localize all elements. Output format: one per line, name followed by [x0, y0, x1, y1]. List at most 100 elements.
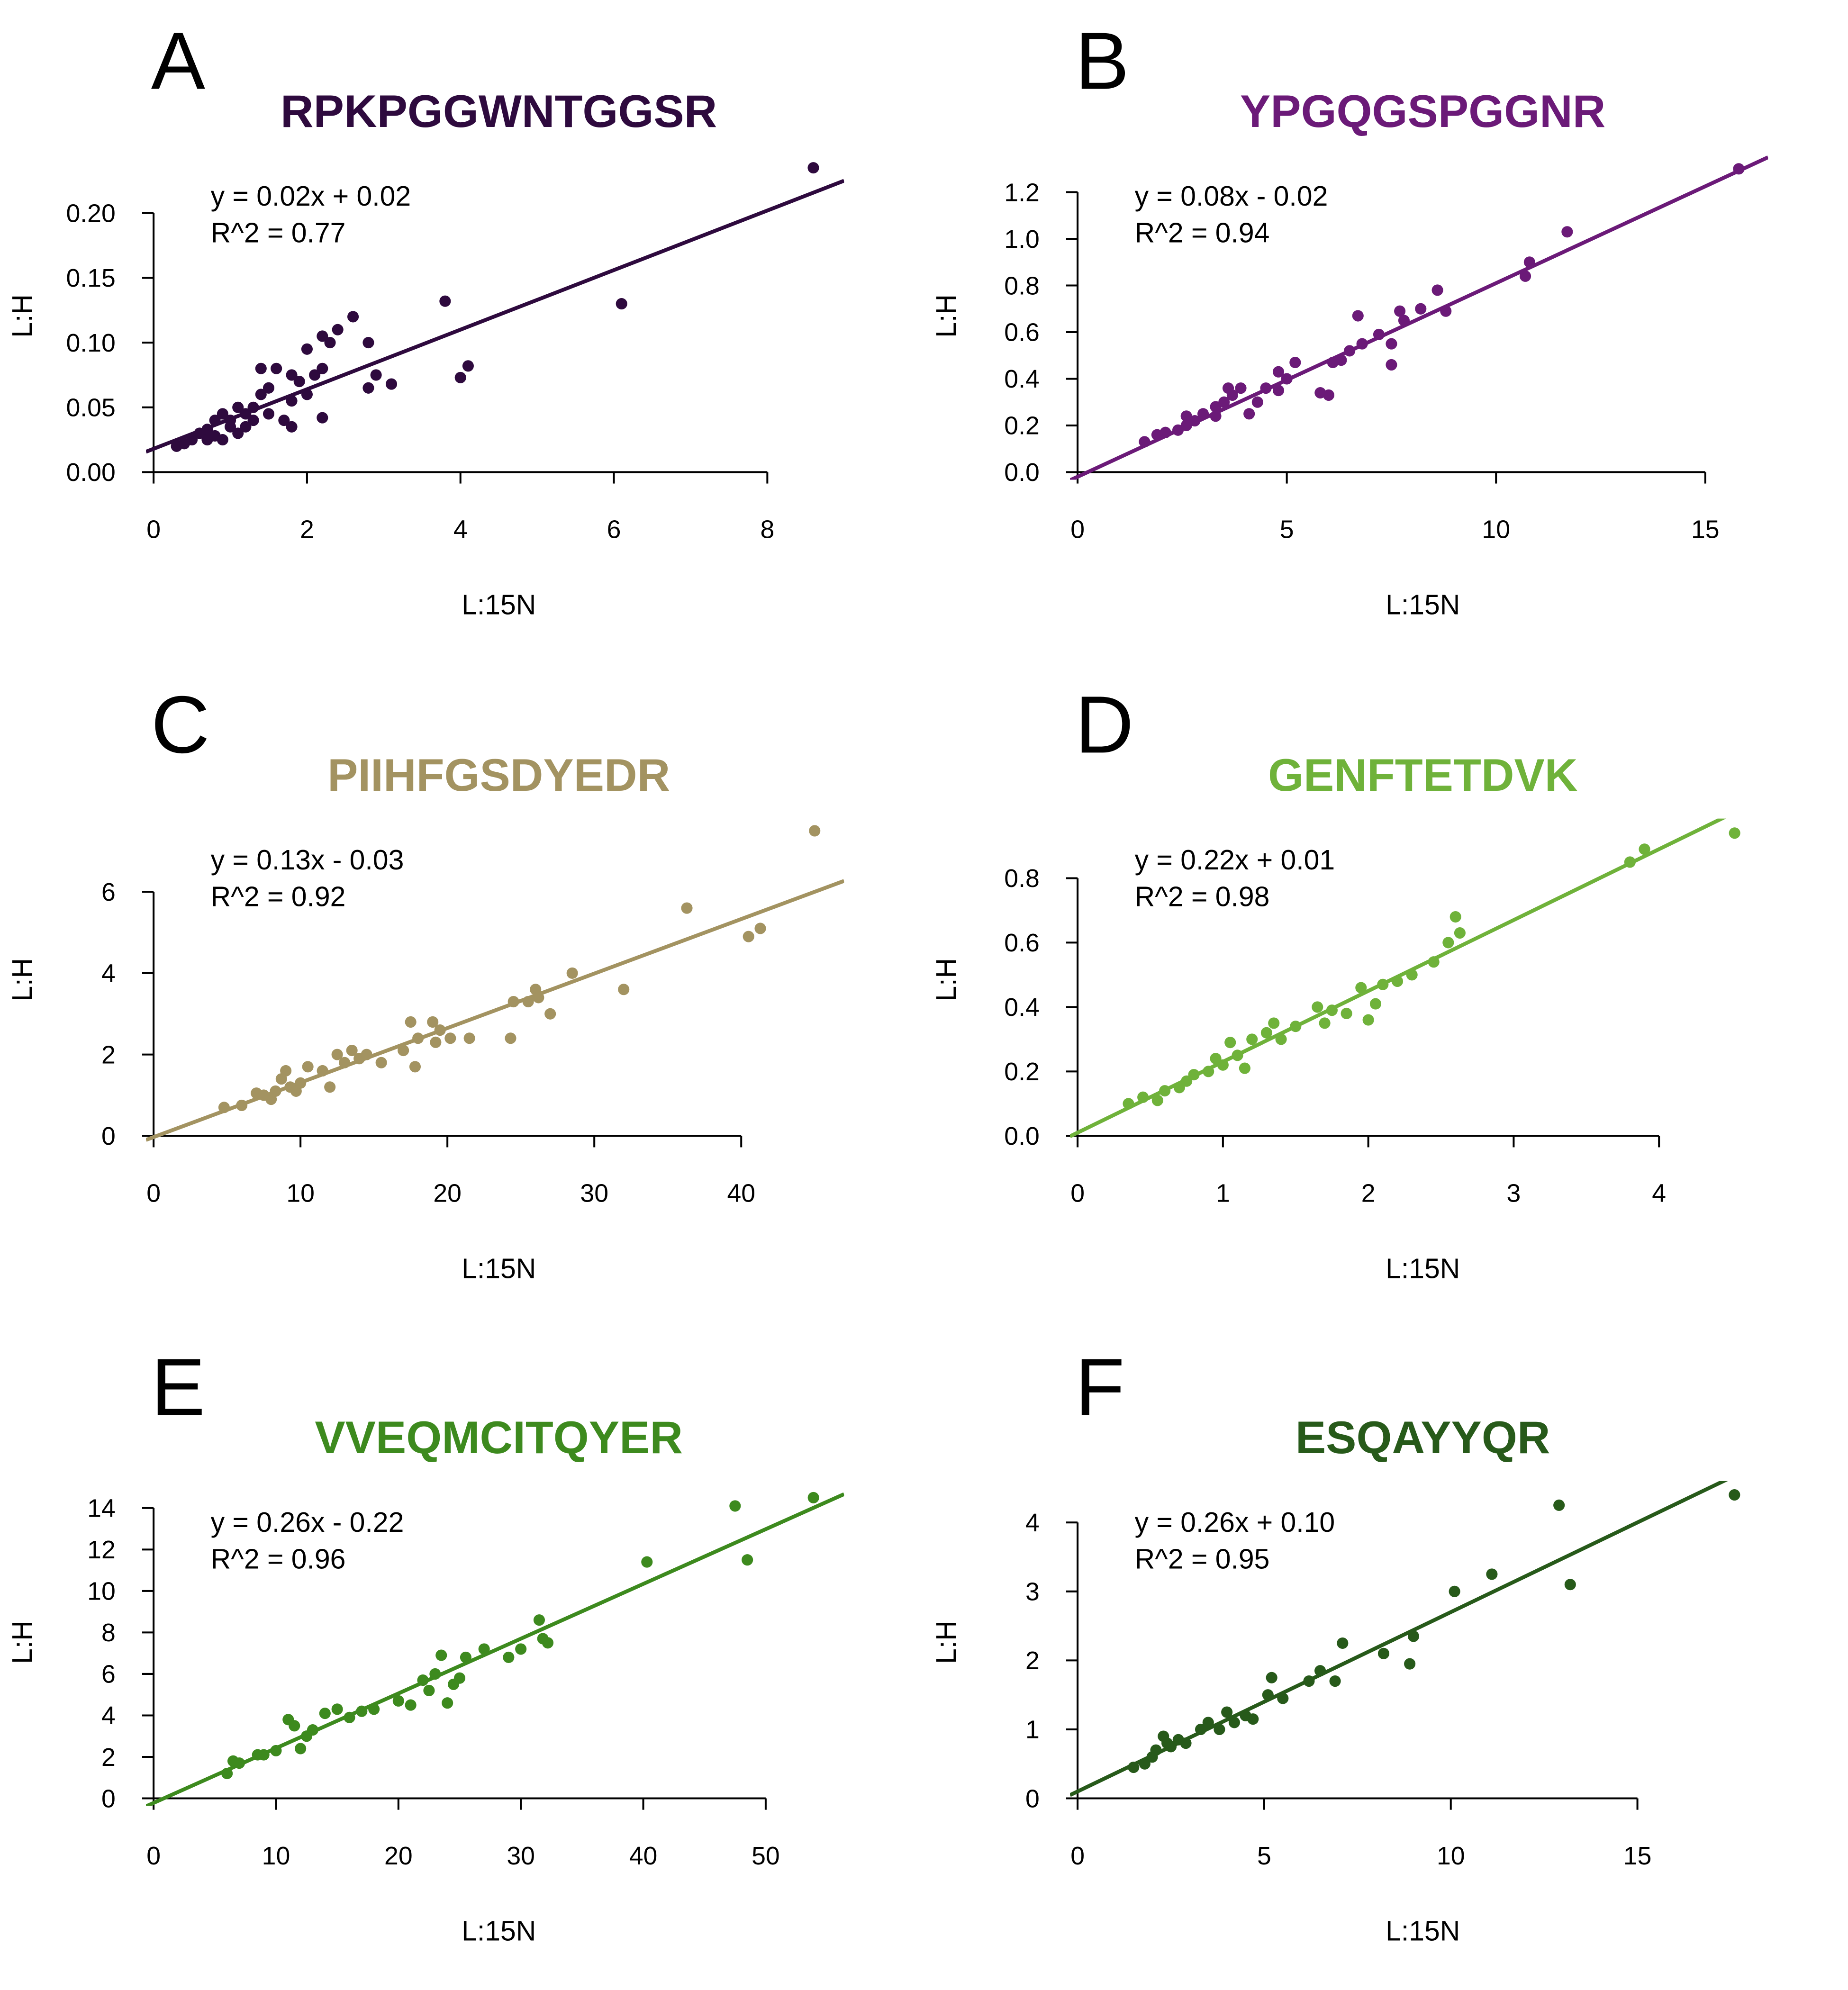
- x-tick-label: 20: [433, 1180, 462, 1208]
- equation: y = 0.26x - 0.22: [211, 1507, 404, 1538]
- data-point: [1369, 998, 1382, 1010]
- x-tick-label: 4: [1652, 1180, 1666, 1208]
- data-point: [286, 421, 298, 433]
- y-tick-label: 4: [101, 960, 116, 988]
- panel-title: ESQAYYQR: [1295, 1412, 1550, 1463]
- data-point: [1246, 1033, 1258, 1045]
- data-point: [460, 1651, 471, 1663]
- data-point: [442, 1697, 453, 1709]
- y-tick-label: 12: [87, 1536, 116, 1564]
- data-point: [1329, 1675, 1341, 1687]
- data-point: [503, 1651, 515, 1663]
- data-point: [533, 1614, 545, 1626]
- data-point: [1386, 338, 1397, 350]
- data-point: [1139, 1758, 1150, 1770]
- x-tick-label: 10: [1437, 1842, 1465, 1870]
- panel-letter: F: [1075, 1342, 1125, 1433]
- y-tick-label: 0.0: [1004, 1122, 1039, 1150]
- data-point: [233, 1757, 245, 1769]
- data-point: [1386, 359, 1397, 371]
- data-point: [1275, 1033, 1287, 1045]
- data-point: [217, 408, 228, 420]
- y-tick-label: 1.0: [1004, 226, 1039, 253]
- data-point: [247, 415, 259, 426]
- data-point: [515, 1643, 527, 1655]
- data-point: [412, 1032, 424, 1044]
- data-point: [368, 1703, 380, 1715]
- y-tick-label: 0.0: [1004, 459, 1039, 487]
- data-point: [1454, 927, 1466, 939]
- x-tick-label: 8: [760, 516, 774, 544]
- data-point: [462, 360, 474, 372]
- data-point: [1160, 426, 1171, 438]
- data-point: [807, 1492, 819, 1503]
- x-tick-label: 30: [507, 1842, 535, 1870]
- data-point: [370, 369, 382, 381]
- data-point: [1449, 1585, 1460, 1597]
- y-tick-label: 2: [101, 1744, 116, 1772]
- data-point: [618, 984, 630, 995]
- x-axis-label: L:15N: [1386, 1253, 1460, 1284]
- x-tick-label: 6: [607, 516, 621, 544]
- data-point: [1289, 356, 1301, 369]
- panel: D GENFTETDVK y = 0.22x + 0.01 R^2 = 0.98 L:1…: [931, 679, 1740, 1284]
- data-point: [1210, 401, 1222, 413]
- data-point: [1217, 1059, 1229, 1071]
- data-point: [263, 382, 275, 394]
- data-point: [1394, 305, 1406, 317]
- data-point: [1266, 1672, 1277, 1683]
- data-point: [754, 923, 766, 934]
- data-point: [1281, 373, 1293, 385]
- data-point: [1210, 410, 1222, 422]
- data-point: [1406, 969, 1418, 981]
- data-point: [566, 967, 578, 979]
- data-point: [1123, 1098, 1134, 1110]
- data-point: [232, 427, 244, 439]
- data-point: [1314, 1665, 1326, 1677]
- panel-letter: B: [1075, 16, 1129, 107]
- data-point: [385, 378, 398, 390]
- y-tick-label: 2: [101, 1041, 116, 1069]
- data-point: [1733, 163, 1745, 175]
- y-tick-label: 1: [1025, 1716, 1040, 1744]
- data-point: [1218, 396, 1230, 408]
- data-point: [409, 1061, 421, 1073]
- data-point: [1415, 303, 1427, 315]
- y-tick-label: 0.00: [66, 459, 116, 487]
- data-point: [240, 408, 252, 420]
- data-point: [218, 1102, 230, 1113]
- y-tick-label: 0.15: [66, 264, 116, 292]
- data-point: [1440, 305, 1452, 317]
- data-point: [444, 1032, 456, 1044]
- data-point: [405, 1699, 417, 1711]
- data-point: [286, 369, 298, 381]
- data-point: [392, 1695, 404, 1707]
- x-tick-label: 15: [1623, 1842, 1652, 1870]
- data-point: [1391, 975, 1404, 987]
- data-point: [1442, 937, 1454, 949]
- data-point: [1319, 1017, 1331, 1029]
- panel: E VVEQMCITQYER y = 0.26x - 0.22 R^2 = 0.96 L…: [7, 1342, 844, 1947]
- data-point: [417, 1674, 429, 1686]
- data-point: [1150, 1744, 1162, 1756]
- data-point: [533, 992, 544, 1004]
- data-point: [1355, 982, 1367, 994]
- data-point: [324, 337, 336, 349]
- data-point: [681, 902, 693, 914]
- data-point: [1180, 1737, 1192, 1749]
- data-point: [1262, 1689, 1274, 1701]
- data-point: [1639, 843, 1650, 855]
- data-point: [1221, 1706, 1233, 1718]
- panel-title: GENFTETDVK: [1268, 750, 1577, 801]
- y-tick-label: 0: [1025, 1785, 1040, 1813]
- data-point: [270, 1745, 282, 1756]
- y-tick-label: 0.6: [1004, 929, 1039, 957]
- data-point: [309, 369, 321, 381]
- data-point: [1180, 419, 1192, 432]
- x-tick-label: 0: [1070, 1180, 1085, 1208]
- x-tick-label: 1: [1216, 1180, 1230, 1208]
- y-tick-label: 8: [101, 1619, 116, 1647]
- data-point: [356, 1705, 368, 1717]
- data-point: [423, 1684, 435, 1696]
